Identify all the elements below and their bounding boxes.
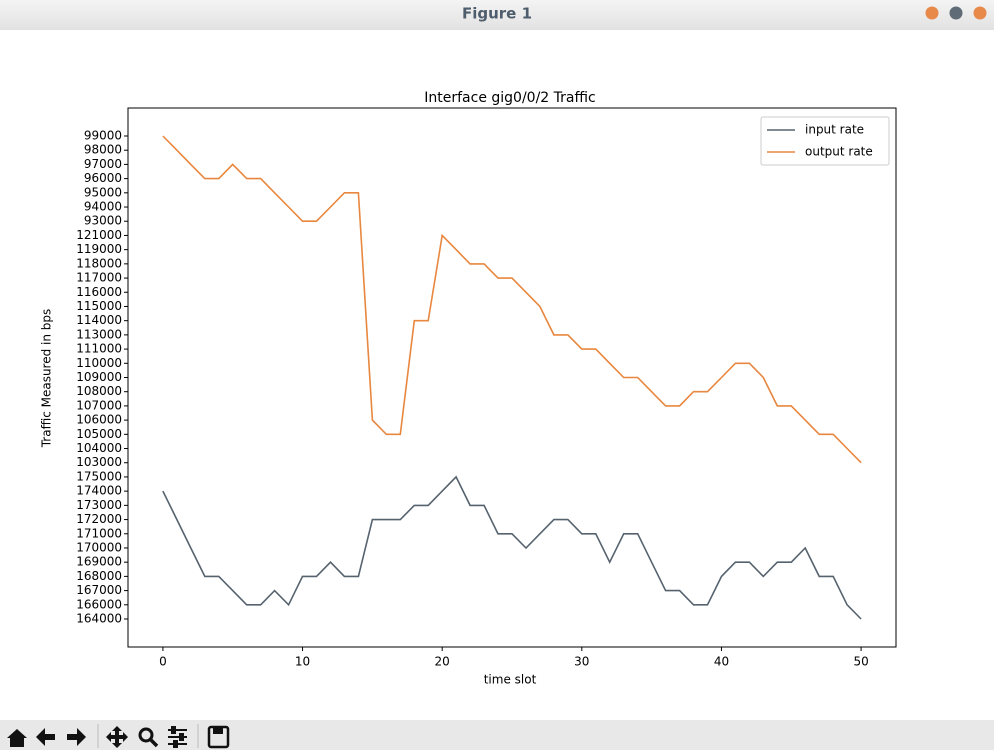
x-tick-label: 30	[574, 655, 589, 669]
configure-button[interactable]	[168, 726, 187, 748]
x-tick-label: 20	[435, 655, 450, 669]
zoom-button[interactable]	[138, 727, 159, 748]
y-tick-label: 172000	[76, 512, 122, 526]
toolbar	[0, 720, 994, 750]
y-tick-label: 105000	[76, 427, 122, 441]
x-tick-label: 50	[853, 655, 868, 669]
y-tick-label: 168000	[76, 569, 122, 583]
y-tick-label: 113000	[76, 327, 122, 341]
y-tick-label: 110000	[76, 356, 122, 370]
y-tick-label: 167000	[76, 583, 122, 597]
y-tick-label: 93000	[84, 214, 122, 228]
x-axis-label: time slot	[484, 673, 537, 687]
y-tick-label: 103000	[76, 455, 122, 469]
y-tick-label: 104000	[76, 441, 122, 455]
forward-button[interactable]	[67, 728, 86, 746]
data-line	[162, 475, 862, 620]
pan-button[interactable]	[106, 726, 128, 748]
y-tick-label: 99000	[84, 129, 122, 143]
y-tick-label: 95000	[84, 185, 122, 199]
y-tick-label: 96000	[84, 171, 122, 185]
y-tick-label: 173000	[76, 498, 122, 512]
y-tick-label: 98000	[84, 143, 122, 157]
maximize-button[interactable]	[949, 6, 963, 20]
x-tick-label: 0	[159, 655, 167, 669]
y-tick-label: 108000	[76, 384, 122, 398]
y-tick-label: 119000	[76, 242, 122, 256]
x-tick-label: 10	[295, 655, 310, 669]
y-tick-label: 169000	[76, 555, 122, 569]
window-title: Figure 1	[462, 5, 532, 23]
y-tick-label: 111000	[76, 342, 122, 356]
y-tick-label: 164000	[76, 612, 122, 626]
y-tick-label: 118000	[76, 256, 122, 270]
plot-frame	[127, 107, 897, 648]
y-tick-label: 107000	[76, 398, 122, 412]
y-tick-label: 174000	[76, 484, 122, 498]
y-tick-label: 121000	[76, 228, 122, 242]
legend-box	[760, 116, 890, 166]
y-tick-label: 109000	[76, 370, 122, 384]
save-button[interactable]	[207, 725, 230, 749]
y-tick-label: 171000	[76, 526, 122, 540]
data-line	[162, 135, 862, 464]
legend-label: output rate	[805, 145, 873, 159]
y-tick-label: 106000	[76, 413, 122, 427]
y-tick-label: 116000	[76, 285, 122, 299]
y-tick-label: 170000	[76, 540, 122, 554]
minimize-button[interactable]	[925, 6, 939, 20]
y-tick-label: 175000	[76, 469, 122, 483]
y-tick-label: 97000	[84, 157, 122, 171]
y-tick-label: 94000	[84, 200, 122, 214]
back-button[interactable]	[36, 728, 55, 746]
chart-title: Interface gig0/0/2 Traffic	[424, 90, 595, 106]
y-tick-label: 114000	[76, 313, 122, 327]
x-tick-label: 40	[714, 655, 729, 669]
y-tick-label: 115000	[76, 299, 122, 313]
close-button[interactable]	[973, 6, 987, 20]
legend-label: input rate	[805, 123, 864, 137]
y-tick-label: 166000	[76, 597, 122, 611]
home-button[interactable]	[7, 729, 27, 747]
title-bar	[0, 0, 994, 30]
y-tick-label: 117000	[76, 271, 122, 285]
y-axis-label: Traffic Measured in bps	[40, 309, 54, 449]
